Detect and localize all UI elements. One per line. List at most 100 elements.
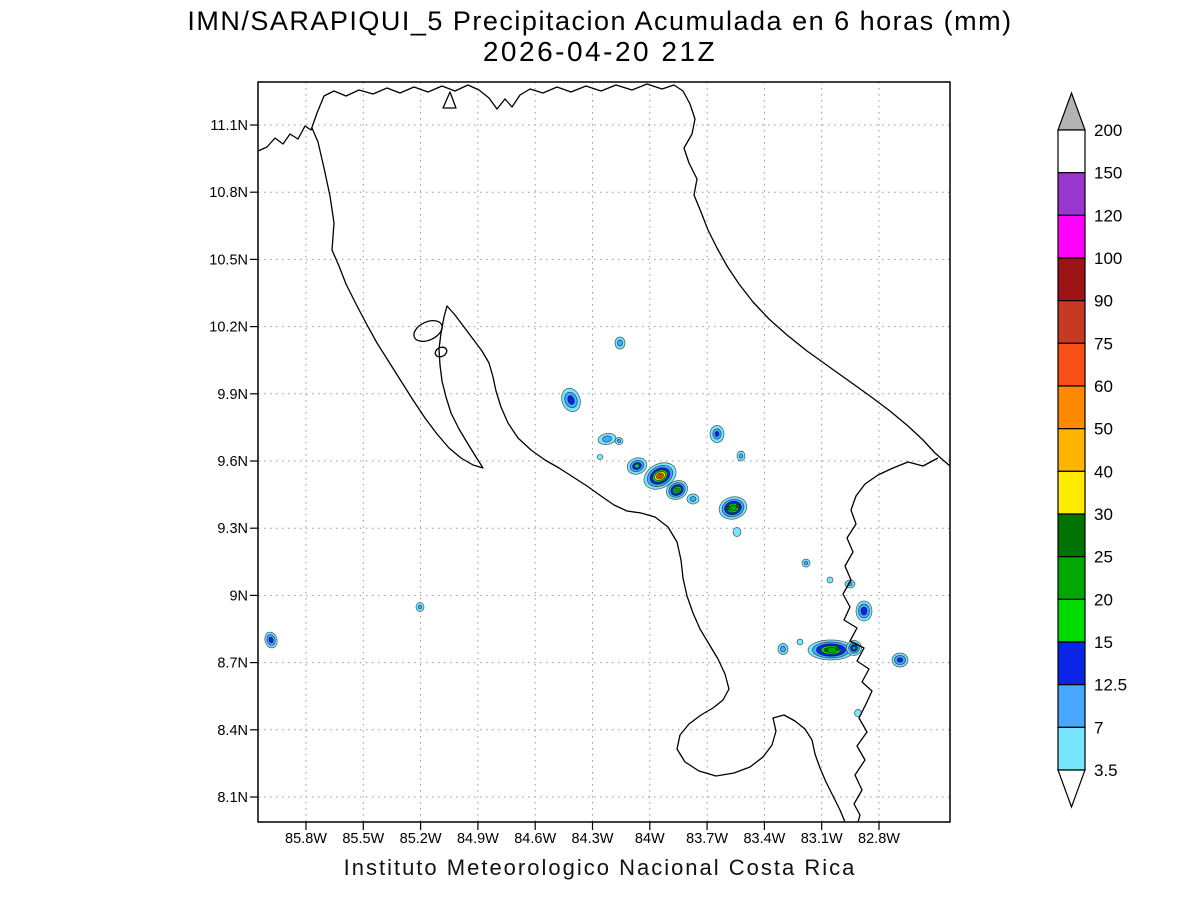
precip-blob: [735, 504, 741, 508]
colorbar-label: 60: [1094, 377, 1113, 396]
colorbar-segment: [1057, 470, 1086, 515]
lon-tick-label: 85.5W: [342, 831, 384, 847]
colorbar-label: 100: [1094, 249, 1122, 268]
precip-blob: [709, 425, 725, 443]
precip-contour: [835, 647, 841, 651]
north-and-caribbean-coastline: [257, 83, 951, 467]
colorbar-label: 12.5: [1094, 676, 1127, 695]
colorbar-label: 40: [1094, 462, 1113, 481]
precip-blob: [891, 652, 909, 668]
precip-blob: [686, 493, 700, 505]
precip-contour: [780, 645, 786, 653]
lon-tick-label: 85.2W: [400, 831, 442, 847]
colorbar-segment: [1057, 129, 1086, 174]
small-island-outline: [434, 346, 448, 358]
colorbar-segment: [1057, 428, 1086, 472]
precip-contour: [567, 395, 575, 405]
colorbar-label: 25: [1094, 548, 1113, 567]
precip-contour: [823, 648, 829, 652]
precip-contour: [596, 454, 604, 460]
colorbar-label: 90: [1094, 292, 1113, 311]
precip-contour: [826, 576, 834, 584]
lat-tick-label: 9.6N: [217, 454, 248, 470]
lat-tick-label: 10.5N: [209, 252, 248, 268]
colorbar-arrow-top: [1057, 91, 1086, 131]
precip-blob: [614, 437, 624, 445]
colorbar-segment: [1057, 726, 1086, 771]
precip-blob: [614, 336, 626, 350]
colorbar-segment: [1057, 641, 1086, 686]
lake-island-triangle: [442, 91, 457, 109]
axes-group: 11.1N 10.8N 10.5N 10.2N 9.9N 9.6N 9.3N 9N 8.7N 8.…: [209, 81, 951, 847]
precipitation-blobs: [264, 336, 909, 717]
precip-blob: [561, 387, 581, 413]
colorbar-label: 75: [1094, 334, 1113, 353]
precip-blob: [736, 450, 746, 462]
lon-tick-label: 84.9W: [457, 831, 499, 847]
precip-contour: [418, 604, 422, 610]
precip-contour: [674, 487, 680, 493]
colorbar-segment: [1057, 513, 1086, 558]
chart-title-line2: 2026-04-20 21Z: [482, 36, 718, 67]
colorbar-segment: [1057, 342, 1086, 387]
map-frame: [257, 81, 951, 823]
precip-contour: [657, 473, 663, 479]
colorbar-segment: [1057, 684, 1086, 728]
colorbar-label: 7: [1094, 718, 1103, 737]
colorbar: 200 150 120 100 90 75 60 50 40 30 25 20 15 12.5 7 3.5: [1057, 91, 1127, 809]
precip-blob: [855, 600, 873, 622]
precip-contour: [735, 504, 741, 508]
precip-contour: [796, 638, 804, 646]
precip-blob: [826, 576, 834, 584]
lat-tick-label: 10.2N: [209, 320, 248, 336]
colorbar-label: 30: [1094, 505, 1113, 524]
colorbar-arrow-bottom: [1057, 769, 1086, 809]
lon-tick-label: 84.6W: [514, 831, 556, 847]
lat-tick-label: 8.7N: [217, 656, 248, 672]
coastline-group: [257, 83, 951, 823]
chart-title-line1: IMN/SARAPIQUI_5 Precipitacion Acumulada …: [187, 6, 1013, 36]
lon-tick-label: 83.1W: [801, 831, 843, 847]
lon-tick-label: 83.7W: [686, 831, 728, 847]
precip-contour: [725, 506, 731, 510]
colorbar-segment: [1057, 172, 1086, 216]
precip-contour: [602, 435, 612, 443]
precip-blob: [835, 647, 841, 651]
precip-blob: [626, 457, 648, 475]
chira-island-outline: [413, 320, 443, 342]
colorbar-segment: [1057, 214, 1086, 259]
lat-tick-label: 8.1N: [217, 790, 248, 806]
precip-contour: [738, 453, 744, 459]
lon-tick-label: 82.8W: [858, 831, 900, 847]
colorbar-label: 15: [1094, 633, 1113, 652]
colorbar-segment: [1057, 300, 1086, 344]
precip-blob: [415, 602, 425, 612]
lon-tick-label: 84.3W: [572, 831, 614, 847]
lat-tick-label: 9.3N: [217, 521, 248, 537]
precip-contour: [616, 439, 622, 443]
lon-tick-label: 85.8W: [285, 831, 327, 847]
colorbar-label: 150: [1094, 164, 1122, 183]
colorbar-label: 20: [1094, 590, 1113, 609]
precip-contour: [634, 463, 640, 469]
footer-text: Instituto Meteorologico Nacional Costa R…: [343, 855, 857, 880]
precip-blob: [596, 454, 604, 460]
panama-border-line: [842, 457, 939, 823]
precip-blob: [264, 631, 278, 649]
colorbar-segment: [1057, 385, 1086, 430]
lon-tick-label: 83.4W: [743, 831, 785, 847]
precip-blob: [801, 558, 811, 568]
precip-contour: [860, 606, 868, 616]
colorbar-label: 50: [1094, 420, 1113, 439]
lat-tick-label: 9N: [229, 588, 248, 604]
colorbar-segment: [1057, 257, 1086, 302]
precip-blob: [725, 506, 731, 510]
precip-contour: [714, 431, 720, 437]
precip-blob: [718, 496, 748, 520]
precip-blob: [597, 433, 617, 445]
colorbar-segment: [1057, 598, 1086, 643]
pacific-coastline: [311, 127, 846, 823]
precip-contour: [689, 496, 697, 502]
